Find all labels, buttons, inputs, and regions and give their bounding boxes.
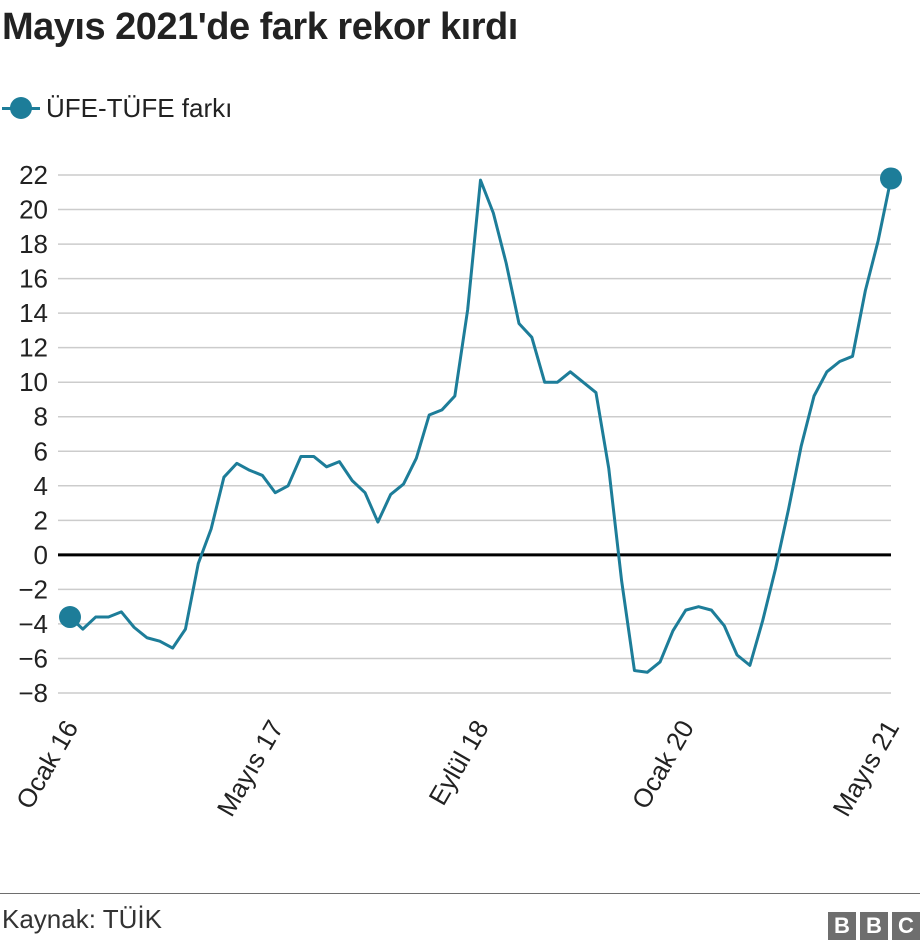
legend-marker: [0, 88, 42, 128]
y-tick-label: 14: [19, 298, 48, 328]
y-tick-label: 6: [34, 436, 48, 466]
series-layer: [59, 167, 902, 674]
y-tick-label: 12: [19, 333, 48, 363]
y-tick-label: 22: [19, 160, 48, 190]
x-tick-label: Eylül 18: [422, 715, 494, 810]
y-tick-label: 10: [19, 367, 48, 397]
series-line: [68, 176, 893, 674]
footer-divider: [0, 893, 920, 894]
source-note: Kaynak: TÜİK: [2, 904, 162, 934]
y-tick-label: 0: [34, 540, 48, 570]
y-tick-label: −6: [18, 643, 48, 673]
gridlines: [58, 174, 891, 694]
y-tick-label: 8: [34, 402, 48, 432]
x-tick-label: Mayıs 21: [826, 715, 905, 821]
y-tick-label: 18: [19, 229, 48, 259]
y-axis-ticks: −8 −6 −4 −2 0 2 4 6 8 10 12 14 16 18 20 22: [18, 160, 48, 708]
x-tick-label: Ocak 20: [626, 715, 700, 814]
y-tick-label: 2: [34, 505, 48, 535]
series-endpoint-marker: [59, 606, 81, 629]
legend: ÜFE-TÜFE farkı: [0, 88, 232, 128]
chart-title: Mayıs 2021'de fark rekor kırdı: [2, 6, 518, 48]
x-tick-label: Ocak 16: [10, 715, 84, 814]
bbc-logo: B B C: [828, 912, 920, 940]
line-chart: −8 −6 −4 −2 0 2 4 6 8 10 12 14 16 18 20 22 Ocak 16 Mayıs…: [10, 160, 905, 821]
y-tick-label: −4: [18, 609, 48, 639]
y-tick-label: 20: [19, 195, 48, 225]
y-tick-label: −2: [18, 574, 48, 604]
y-tick-label: 4: [34, 471, 48, 501]
x-tick-label: Mayıs 17: [211, 715, 290, 821]
y-tick-label: −8: [18, 678, 48, 708]
series-endpoint-marker: [880, 167, 902, 190]
legend-label: ÜFE-TÜFE farkı: [46, 92, 233, 123]
x-axis-ticks: Ocak 16 Mayıs 17 Eylül 18 Ocak 20 Mayıs 21: [10, 715, 905, 821]
bbc-logo-letter: B: [828, 912, 856, 940]
bbc-logo-letter: C: [892, 912, 920, 940]
bbc-logo-letter: B: [860, 912, 888, 940]
y-tick-label: 16: [19, 264, 48, 294]
